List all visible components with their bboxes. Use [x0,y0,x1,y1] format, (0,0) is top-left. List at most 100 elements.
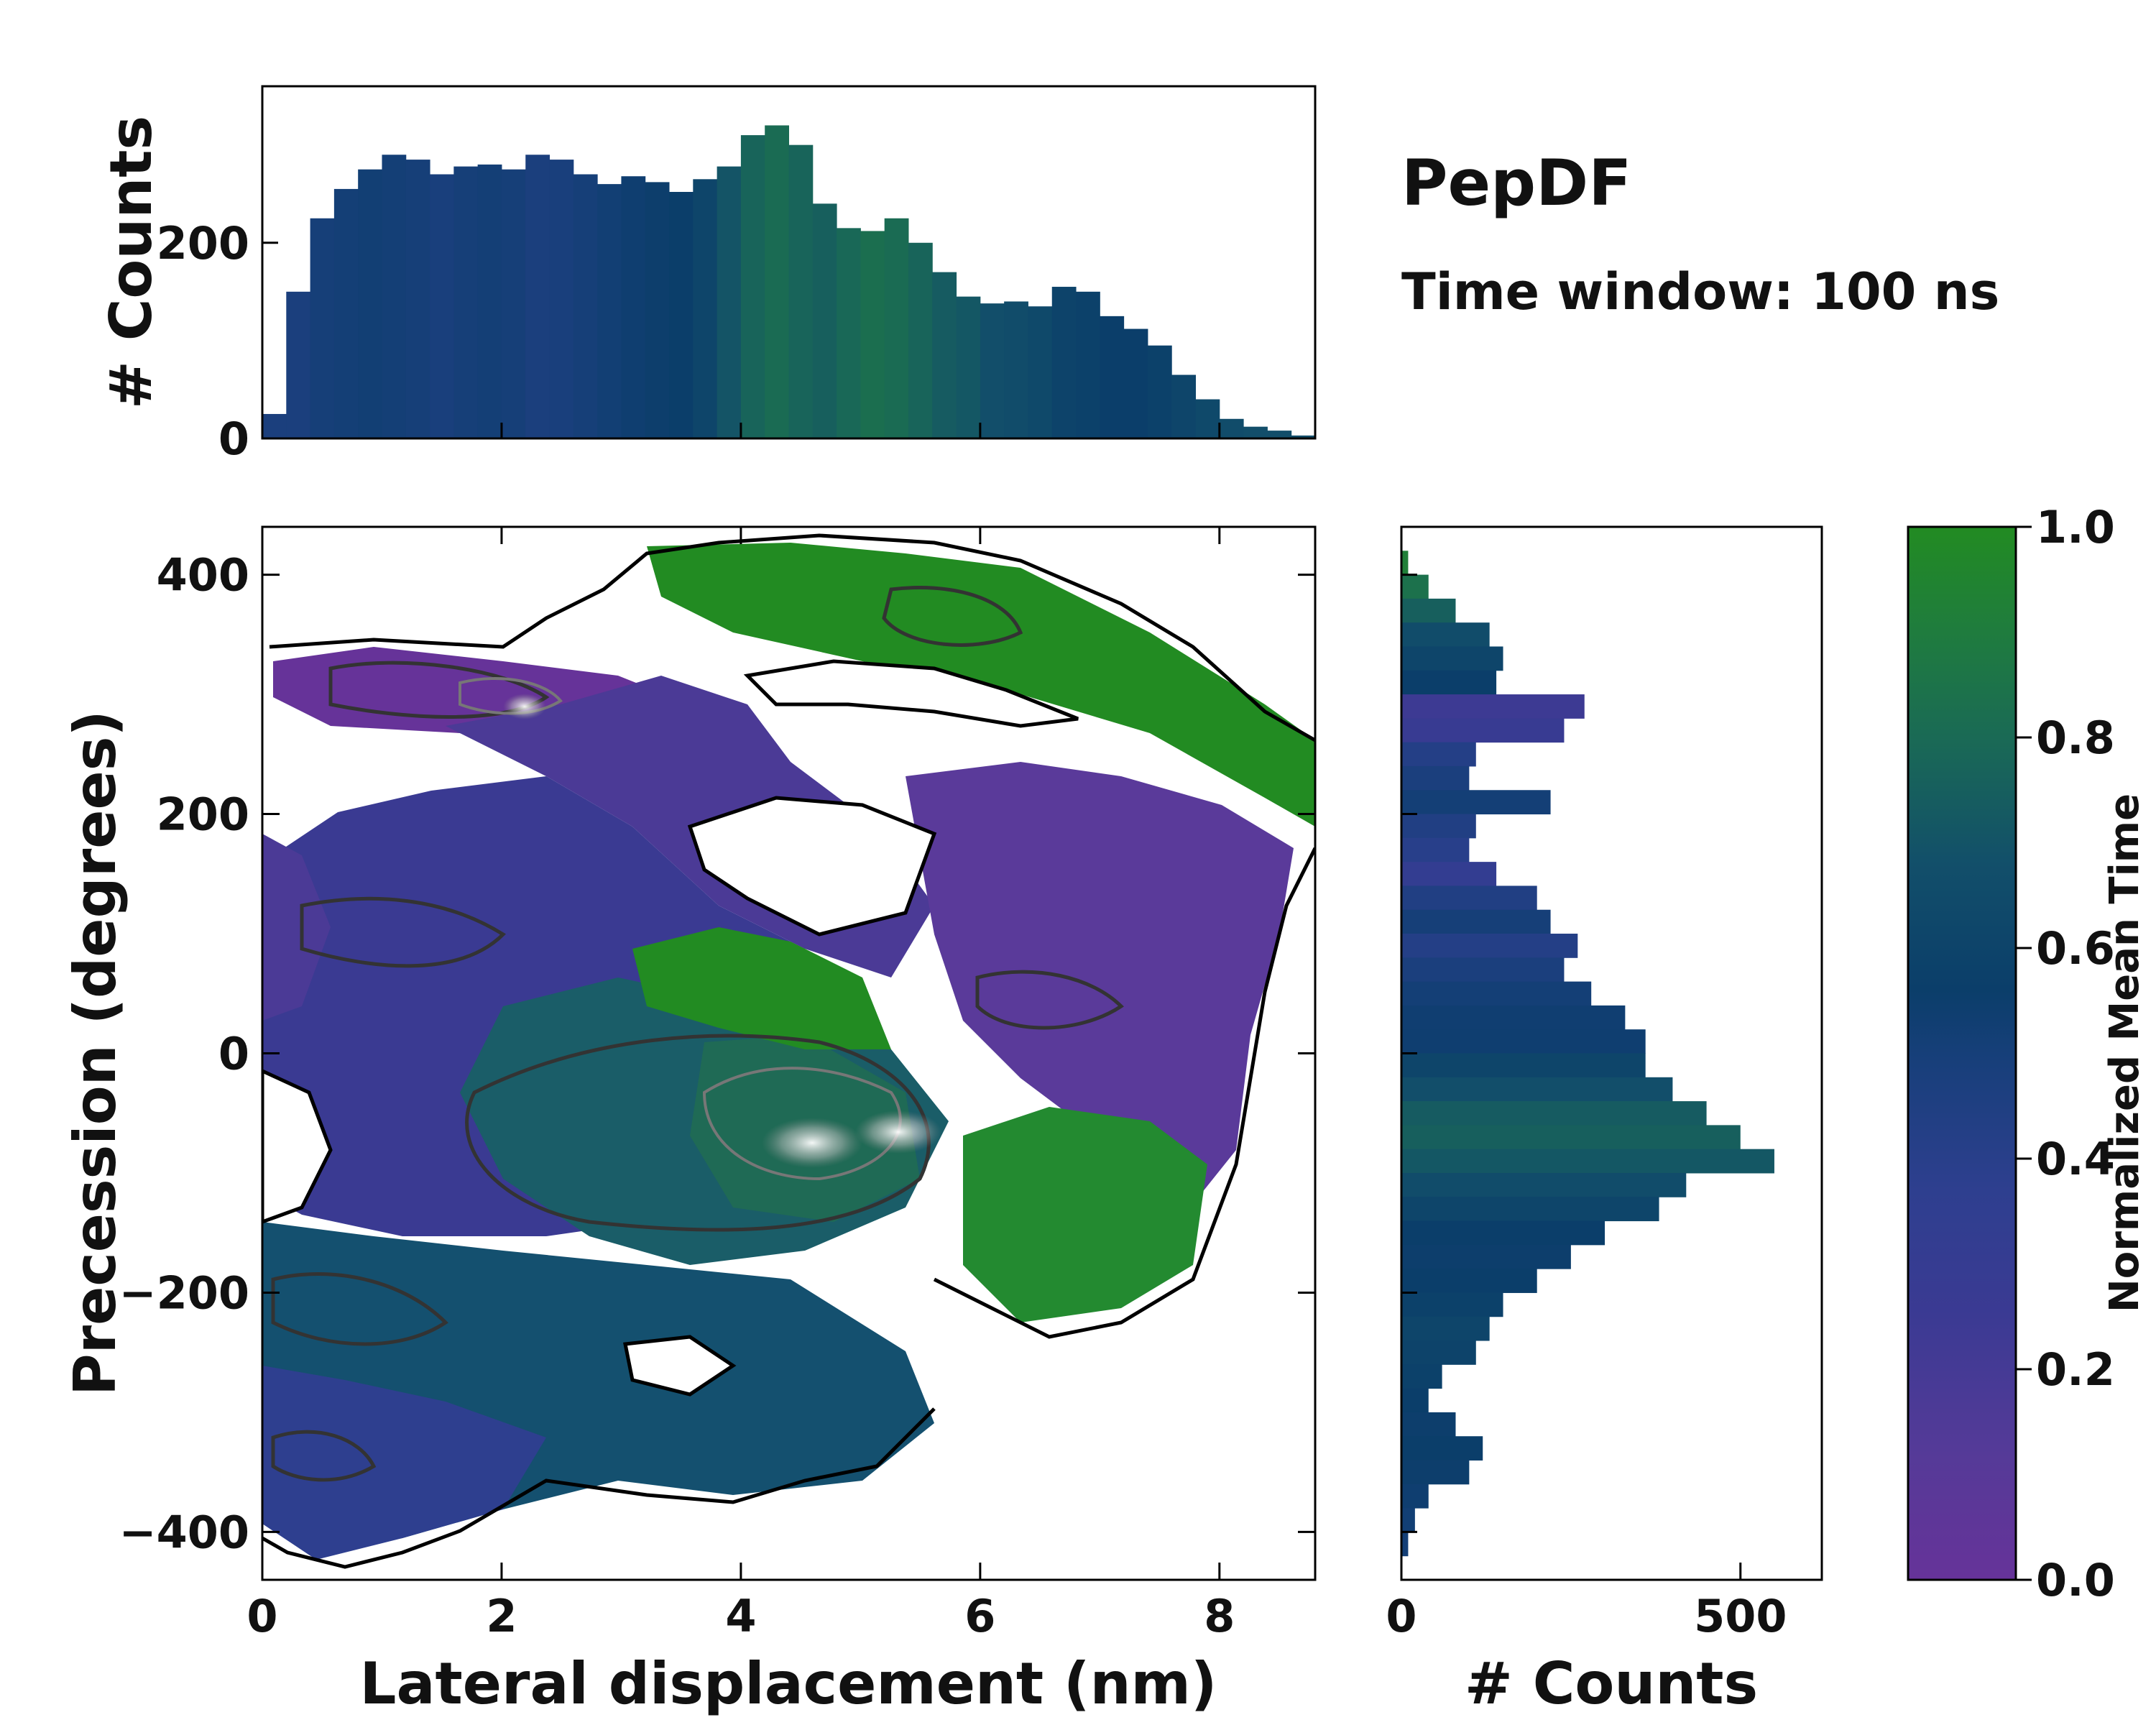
x-axis-label: Lateral displacement (nm) [360,1650,1217,1717]
contour-line [882,586,1023,647]
colorbar-label: Normalized Mean Time [2101,794,2148,1312]
top-histogram-bar [358,169,382,438]
top-histogram-bar [956,296,981,438]
right-histogram-bar [1401,1029,1646,1054]
right-histogram-bar [1401,670,1497,695]
x-tick-label: 6 [964,1590,995,1642]
top-histogram-ylabel: # Counts [98,116,165,409]
colorbar-ticks: 0.0 0.2 0.4 0.6 0.8 1.0 [2016,501,2115,1606]
right-histogram-bar [1401,909,1551,934]
top-histogram-bar [837,228,861,438]
colorbar-tick-label: 0.0 [2036,1554,2115,1606]
right-histogram-bar [1401,646,1503,671]
region-left-patch [262,834,331,1021]
top-histogram-bar [1219,418,1244,438]
y-tick-label: −400 [119,1506,249,1558]
top-histogram-bar [1100,316,1125,438]
top-histogram-ticks: 0 200 [157,217,1221,465]
right-histogram-bar [1401,574,1429,599]
right-histogram-bar [1401,1460,1470,1485]
right-histogram-bar [1401,1388,1429,1413]
right-histogram-bar [1401,1077,1673,1102]
y-tick-label: 400 [157,549,249,602]
right-histogram-bar [1401,1005,1626,1030]
right-histogram-bar [1401,1436,1483,1461]
right-histogram-bar [1401,1364,1442,1389]
right-histogram-bar [1401,1532,1409,1557]
top-histogram-bar [788,144,814,438]
top-histogram-bar [333,188,359,438]
colorbar-tick-label: 0.8 [2036,712,2115,764]
chart-subtitle: Time window: 100 ns [1401,262,1999,321]
top-histogram-bar [1243,426,1268,438]
top-histogram-bar [501,169,526,438]
y-tick-label: 0 [218,1028,249,1080]
right-histogram-bars [1401,551,1774,1557]
right-histogram-bar [1401,551,1409,576]
right-histogram-bar [1401,814,1476,839]
right-histogram-ticks: 0 500 [1386,574,1787,1642]
hole-top-strip [743,659,1079,728]
top-histogram-bar [382,155,407,438]
top-histogram-bar [1051,287,1077,438]
heatmap-plot: 0 2 4 6 8 400 200 0 −200 −400 Lateral displacemen… [62,525,1317,1717]
top-histogram-bar [453,166,479,438]
top-histogram-ytick-label: 200 [157,217,249,270]
top-histogram-bar [621,176,646,438]
top-histogram-bar [430,174,454,438]
top-histogram-bar [525,155,550,438]
right-histogram-bar [1401,1172,1687,1197]
y-axis-label: Precession (degrees) [62,710,129,1396]
top-histogram-bar [1171,374,1197,438]
colorbar-tick-label: 0.2 [2036,1343,2115,1396]
right-histogram-bar [1401,1101,1707,1126]
hole-left [262,1069,333,1224]
top-histogram-ytick-label: 0 [218,413,249,465]
top-histogram-bar [1291,435,1316,438]
top-histogram-bar [812,203,837,438]
top-histogram-bar [573,174,598,438]
top-histogram-bar [908,242,933,438]
hole-lower [623,1335,737,1397]
right-histogram-bar [1401,1125,1741,1150]
right-histogram-xtick-label: 500 [1694,1590,1787,1642]
right-histogram-bar [1401,742,1476,767]
right-histogram-bar [1401,1292,1503,1317]
right-histogram-bar [1401,1197,1659,1222]
right-histogram-bar [1401,1269,1537,1293]
right-histogram-bar [1401,765,1470,791]
density-peak-glow [503,694,546,719]
top-histogram-bar [1267,431,1292,438]
right-histogram-bar [1401,934,1578,958]
x-tick-label: 4 [725,1590,756,1642]
right-histogram-bar [1401,1149,1774,1174]
top-histogram-bar [549,160,574,439]
region-right-green-patch [963,1107,1207,1322]
region-lower-left-blue [262,1366,546,1560]
right-histogram-bar [1401,1053,1646,1078]
right-histogram-bar [1401,1484,1429,1509]
right-histogram-bar [1401,1220,1606,1246]
top-histogram-bar [717,166,742,438]
top-histogram-bar [286,291,311,438]
top-histogram-bar [1123,328,1148,438]
contour-line [975,970,1124,1030]
top-histogram-frame [261,85,1317,440]
top-histogram-bar [669,192,694,438]
right-histogram-bar [1401,862,1497,886]
right-histogram-bar [1401,1340,1476,1365]
top-histogram-bar [765,125,789,438]
right-histogram-bar [1401,598,1456,623]
region-green-strip [632,927,891,1049]
x-tick-label: 2 [486,1590,517,1642]
top-histogram: 0 200 # Counts [98,85,1317,465]
colorbar: 0.0 0.2 0.4 0.6 0.8 1.0 Normalized Mean Time [1907,501,2148,1606]
right-histogram-bar [1401,1316,1490,1341]
top-histogram-bar [932,272,957,438]
right-histogram-bar [1401,957,1565,983]
contour-line [328,661,550,719]
chart-title: PepDF [1401,146,1631,220]
x-tick-label: 0 [247,1590,277,1642]
heatmap-ticks: 0 2 4 6 8 400 200 0 −200 −400 [119,527,1315,1642]
